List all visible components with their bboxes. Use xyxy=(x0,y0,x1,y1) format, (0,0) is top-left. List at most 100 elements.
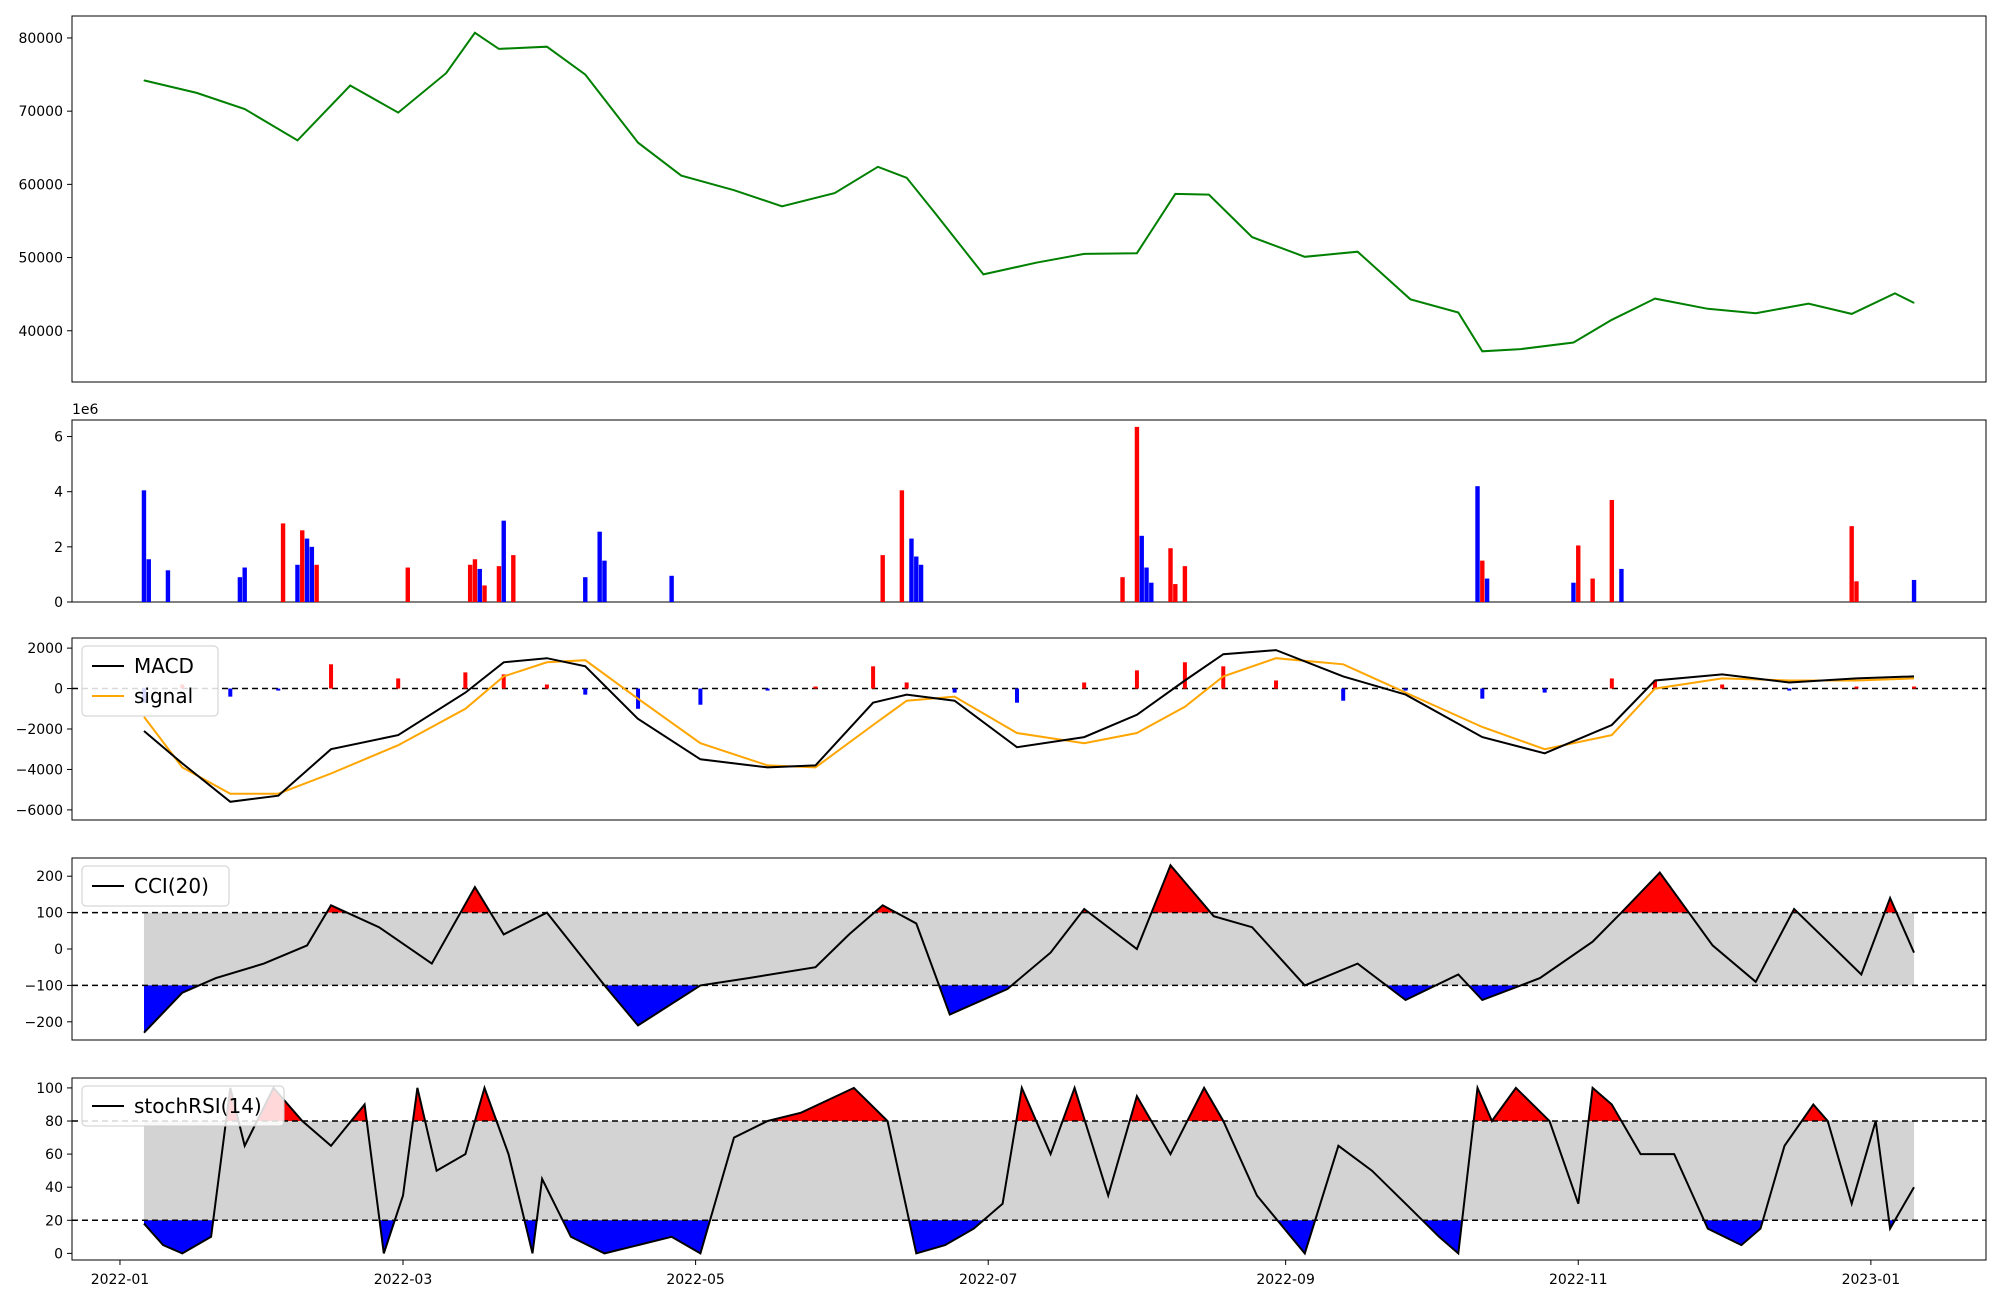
price-point xyxy=(1808,303,1810,305)
macd-legend-label: signal xyxy=(134,684,193,708)
macd-histogram-bar xyxy=(1542,688,1547,693)
macd-series-macd xyxy=(143,649,1915,803)
cci-overbought-fill xyxy=(1621,872,1689,913)
volume-bar xyxy=(496,566,502,602)
stochrsi-line xyxy=(143,1084,1915,1256)
stochrsi-oversold-fill xyxy=(1277,1220,1316,1254)
stochrsi-ytick-label: 80 xyxy=(45,1114,63,1130)
stochrsi-overbought-fill xyxy=(413,1087,426,1121)
price-point xyxy=(781,205,783,207)
volume-bar xyxy=(1484,578,1490,602)
price-point xyxy=(296,139,298,141)
macd-histogram-bar xyxy=(813,686,818,689)
volume-panel: 0 2 4 6 1e6 xyxy=(54,402,1987,611)
volume-ytick-label: 2 xyxy=(54,540,63,556)
macd-series-signal xyxy=(143,657,1915,795)
macd-histogram-bar xyxy=(583,688,588,695)
macd-legend xyxy=(81,645,219,717)
stochrsi-overbought-fill xyxy=(1062,1087,1085,1121)
macd-histogram-bar xyxy=(1182,662,1187,689)
volume-bar xyxy=(597,531,602,602)
stochrsi-oversold-fill xyxy=(909,1220,984,1254)
stochrsi-ytick-label: 20 xyxy=(45,1213,63,1229)
volume-bar xyxy=(472,559,478,602)
volume-bar xyxy=(237,577,243,602)
macd-ytick-label: −2000 xyxy=(16,722,63,738)
macd-histogram-bar xyxy=(276,688,281,691)
volume-bar xyxy=(669,575,674,602)
price-point xyxy=(1357,251,1359,253)
price-point xyxy=(982,273,984,275)
stochrsi-overbought-fill xyxy=(1129,1096,1152,1121)
volume-bar xyxy=(1849,526,1854,602)
price-point xyxy=(584,74,586,76)
macd-ytick-label: 0 xyxy=(54,682,63,698)
volume-bar xyxy=(1134,426,1140,602)
stochrsi-oversold-fill xyxy=(144,1220,214,1254)
macd-frame xyxy=(71,637,1987,821)
volume-bar xyxy=(1168,548,1173,602)
price-point xyxy=(1894,292,1896,294)
cci-oversold-fill xyxy=(939,985,1012,1015)
volume-bar xyxy=(280,523,286,602)
macd-histogram-bar xyxy=(329,664,334,689)
macd-histogram-bar xyxy=(1403,688,1408,691)
price-ytick-label: 70000 xyxy=(18,104,63,120)
macd-histogram-bar xyxy=(1609,678,1614,689)
volume-bar xyxy=(482,585,487,602)
cci-ytick-label: 0 xyxy=(54,942,63,958)
volume-bar xyxy=(314,564,319,602)
price-point xyxy=(1251,236,1253,238)
volume-bar xyxy=(1590,578,1595,602)
price-point xyxy=(1136,252,1138,254)
stochrsi-neutral-band xyxy=(143,1121,1915,1221)
macd-histogram-bar xyxy=(1720,684,1725,689)
price-ytick-label: 40000 xyxy=(18,324,63,340)
volume-bar xyxy=(405,567,410,602)
cci-line xyxy=(143,863,1915,1034)
cci-panel: −200 −100 0 100 200 CCI(20) xyxy=(25,857,1987,1041)
date-tick-label: 2022-11 xyxy=(1549,1272,1608,1288)
price-point xyxy=(1035,262,1037,264)
price-frame xyxy=(71,15,1987,383)
volume-bar xyxy=(899,490,905,602)
cci-overbought-fill xyxy=(460,887,491,913)
stochrsi-oversold-fill xyxy=(1422,1220,1463,1254)
price-point xyxy=(498,48,500,50)
volume-bar xyxy=(1576,545,1581,602)
cci-ytick-label: 100 xyxy=(36,906,63,922)
volume-bar xyxy=(477,568,482,602)
cci-overbought-fill xyxy=(874,905,897,913)
price-point xyxy=(1174,193,1176,195)
macd-histogram-bar xyxy=(952,688,957,693)
macd-ytick-label: −6000 xyxy=(16,803,63,819)
price-line xyxy=(143,31,1915,353)
macd-histogram-bar xyxy=(1912,686,1917,689)
stochrsi-overbought-fill xyxy=(1801,1104,1828,1121)
price-point xyxy=(1481,350,1483,352)
volume-bar xyxy=(1182,566,1188,602)
cci-ytick-label: −100 xyxy=(25,978,63,994)
stochrsi-oversold-fill xyxy=(562,1220,710,1254)
price-point xyxy=(1457,311,1459,313)
price-point xyxy=(349,85,351,87)
price-point xyxy=(546,46,548,48)
price-point xyxy=(474,32,476,34)
volume-bar xyxy=(602,560,607,602)
volume-bar xyxy=(918,564,924,602)
price-point xyxy=(1707,308,1709,310)
price-point xyxy=(877,166,879,168)
date-tick-label: 2022-09 xyxy=(1256,1272,1315,1288)
macd-histogram-bar xyxy=(1274,680,1279,689)
volume-ytick-label: 0 xyxy=(54,595,63,611)
volume-bar xyxy=(1609,499,1615,602)
volume-bar xyxy=(242,567,247,602)
stochrsi-legend-label: stochRSI(14) xyxy=(134,1094,262,1118)
stochrsi-overbought-fill xyxy=(1187,1087,1224,1121)
volume-bar xyxy=(1480,560,1485,602)
volume-bar xyxy=(304,538,310,602)
date-tick-label: 2023-01 xyxy=(1842,1272,1901,1288)
volume-bar xyxy=(1149,582,1154,602)
shared-date-axis: 2022-01 2022-03 2022-05 2022-07 2022-09 2022-… xyxy=(91,1260,1900,1288)
